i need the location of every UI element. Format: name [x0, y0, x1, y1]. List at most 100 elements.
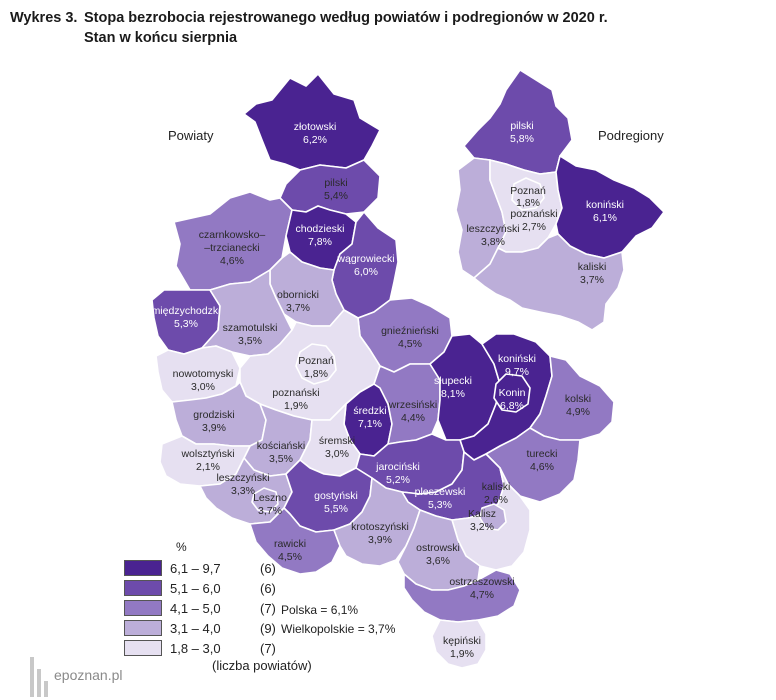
legend-unit: % — [176, 540, 187, 554]
svg-text:3,7%: 3,7% — [258, 505, 282, 517]
legend-item: 4,1 – 5,0 (7) — [124, 598, 276, 618]
legend-item: 5,1 – 6,0 (6) — [124, 578, 276, 598]
svg-text:gnieźnieński: gnieźnieński — [381, 325, 439, 337]
region-leszno-city — [251, 487, 279, 513]
svg-text:wrzesiński: wrzesiński — [388, 399, 437, 411]
svg-text:2,1%: 2,1% — [196, 461, 220, 473]
legend-count: (7) — [260, 640, 276, 656]
region-ostrzeszowski — [403, 569, 521, 623]
svg-text:6,1%: 6,1% — [593, 212, 617, 224]
svg-text:1,9%: 1,9% — [450, 648, 474, 660]
svg-text:5,3%: 5,3% — [428, 499, 452, 511]
svg-text:wągrowiecki: wągrowiecki — [336, 253, 394, 265]
total-wielkopolskie: Wielkopolskie = 3,7% — [281, 622, 396, 636]
svg-text:3,5%: 3,5% — [269, 453, 293, 465]
svg-text:1,8%: 1,8% — [304, 368, 328, 380]
legend-range: 6,1 – 9,7 — [170, 560, 221, 576]
svg-text:2,6%: 2,6% — [484, 494, 508, 506]
svg-text:czarnkowsko–: czarnkowsko– — [199, 229, 266, 241]
svg-text:śremski: śremski — [319, 435, 355, 447]
svg-text:kaliski: kaliski — [482, 481, 511, 493]
svg-text:kępiński: kępiński — [443, 635, 481, 647]
svg-text:3,3%: 3,3% — [231, 485, 255, 497]
region-poznan-city — [295, 343, 337, 385]
svg-text:7,8%: 7,8% — [308, 236, 332, 248]
svg-text:gostyński: gostyński — [314, 490, 358, 502]
svg-text:4,6%: 4,6% — [530, 461, 554, 473]
legend-swatch — [124, 580, 162, 596]
svg-text:wolsztyński: wolsztyński — [180, 448, 234, 460]
watermark: epoznan.pl — [28, 650, 158, 700]
total-polska: Polska = 6,1% — [281, 603, 359, 617]
podregiony-map — [455, 69, 665, 331]
svg-text:3,0%: 3,0% — [325, 448, 349, 460]
region-konin-city — [493, 373, 531, 413]
watermark-logo-icon — [28, 653, 50, 697]
svg-text:Konin: Konin — [499, 387, 526, 399]
svg-text:nowotomyski: nowotomyski — [173, 368, 234, 380]
svg-text:słupecki: słupecki — [434, 375, 472, 387]
title-subtitle: Stan w końcu sierpnia — [84, 30, 238, 46]
svg-text:7,1%: 7,1% — [358, 418, 382, 430]
legend-count: (6) — [260, 580, 276, 596]
svg-text:rawicki: rawicki — [274, 538, 306, 550]
svg-text:5,5%: 5,5% — [324, 503, 348, 515]
svg-text:4,9%: 4,9% — [566, 406, 590, 418]
svg-text:5,4%: 5,4% — [324, 190, 348, 202]
svg-text:1,8%: 1,8% — [516, 197, 540, 209]
subregion-koninski — [555, 155, 665, 259]
svg-text:5,2%: 5,2% — [386, 474, 410, 486]
svg-text:kaliski: kaliski — [578, 261, 607, 273]
svg-text:1,9%: 1,9% — [284, 400, 308, 412]
svg-text:6,8%: 6,8% — [500, 400, 524, 412]
svg-text:kościański: kościański — [257, 440, 305, 452]
svg-text:turecki: turecki — [527, 448, 558, 460]
svg-text:leszczyński: leszczyński — [466, 223, 519, 235]
legend-range: 4,1 – 5,0 — [170, 600, 221, 616]
svg-text:pilski: pilski — [324, 177, 347, 189]
svg-text:międzychodzki: międzychodzki — [152, 305, 221, 317]
subregion-kaliski — [473, 233, 625, 331]
legend-range: 1,8 – 3,0 — [170, 640, 221, 656]
svg-text:5,8%: 5,8% — [510, 133, 534, 145]
svg-text:grodziski: grodziski — [193, 409, 234, 421]
svg-text:pleszewski: pleszewski — [415, 486, 466, 498]
svg-text:4,5%: 4,5% — [398, 338, 422, 350]
legend-count: (9) — [260, 620, 276, 636]
region-kalisz-city — [479, 503, 507, 531]
legend-range: 5,1 – 6,0 — [170, 580, 221, 596]
svg-text:jarociński: jarociński — [375, 461, 420, 473]
legend-note: (liczba powiatów) — [212, 658, 312, 673]
powiaty-map — [151, 73, 615, 669]
svg-text:poznański: poznański — [272, 387, 319, 399]
svg-text:Kalisz: Kalisz — [468, 508, 496, 520]
svg-text:3,5%: 3,5% — [238, 335, 262, 347]
